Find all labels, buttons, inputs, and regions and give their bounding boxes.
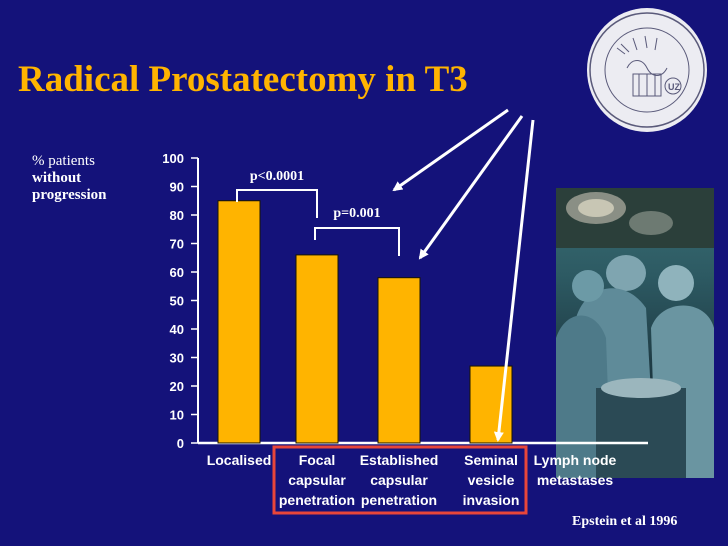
- y-tick-label: 90: [170, 180, 184, 195]
- bar: [377, 277, 421, 444]
- svg-text:UZ: UZ: [668, 82, 680, 92]
- x-category-label: Lymph node: [534, 452, 617, 468]
- callout-arrow: [493, 119, 535, 442]
- y-axis-label: % patients without progression: [32, 153, 152, 204]
- x-category-label: penetration: [279, 492, 355, 508]
- significance-bracket: [314, 227, 400, 256]
- x-category-label: capsular: [288, 472, 346, 488]
- slide-title: Radical Prostatectomy in T3: [18, 59, 468, 100]
- x-category-label: Established: [360, 452, 439, 468]
- y-tick-label: 100: [162, 151, 184, 166]
- y-tick-label: 80: [170, 208, 184, 223]
- university-seal-logo: UZ: [587, 8, 707, 132]
- callout-arrow: [392, 108, 509, 192]
- x-category-label: Localised: [207, 452, 272, 468]
- y-axis-label-line-2: without: [32, 170, 82, 186]
- x-category-label: invasion: [463, 492, 520, 508]
- significance-bracket: [236, 189, 318, 218]
- surgery-photo: [556, 188, 714, 478]
- y-tick-label: 30: [170, 351, 184, 366]
- x-category-label: vesicle: [468, 472, 515, 488]
- callout-arrow: [418, 115, 524, 260]
- y-tick-label: 50: [170, 294, 184, 309]
- y-tick-label: 60: [170, 265, 184, 280]
- highlight-box: [272, 445, 528, 515]
- y-tick-label: 0: [177, 436, 184, 451]
- y-axis-label-line-1: % patients: [32, 153, 95, 169]
- x-category-label: Focal: [299, 452, 336, 468]
- bar: [295, 254, 339, 444]
- bar: [217, 200, 261, 444]
- x-category-label: penetration: [361, 492, 437, 508]
- citation: Epstein et al 1996: [572, 514, 678, 529]
- y-tick-label: 10: [170, 408, 184, 423]
- y-tick-label: 70: [170, 237, 184, 252]
- x-category-label: Seminal: [464, 452, 518, 468]
- x-category-label: metastases: [537, 472, 613, 488]
- y-axis-label-line-3: progression: [32, 187, 107, 203]
- p-value-label: p=0.001: [333, 206, 380, 221]
- y-tick-label: 40: [170, 322, 184, 337]
- x-category-label: capsular: [370, 472, 428, 488]
- y-tick-label: 20: [170, 379, 184, 394]
- p-value-label: p<0.0001: [250, 169, 304, 184]
